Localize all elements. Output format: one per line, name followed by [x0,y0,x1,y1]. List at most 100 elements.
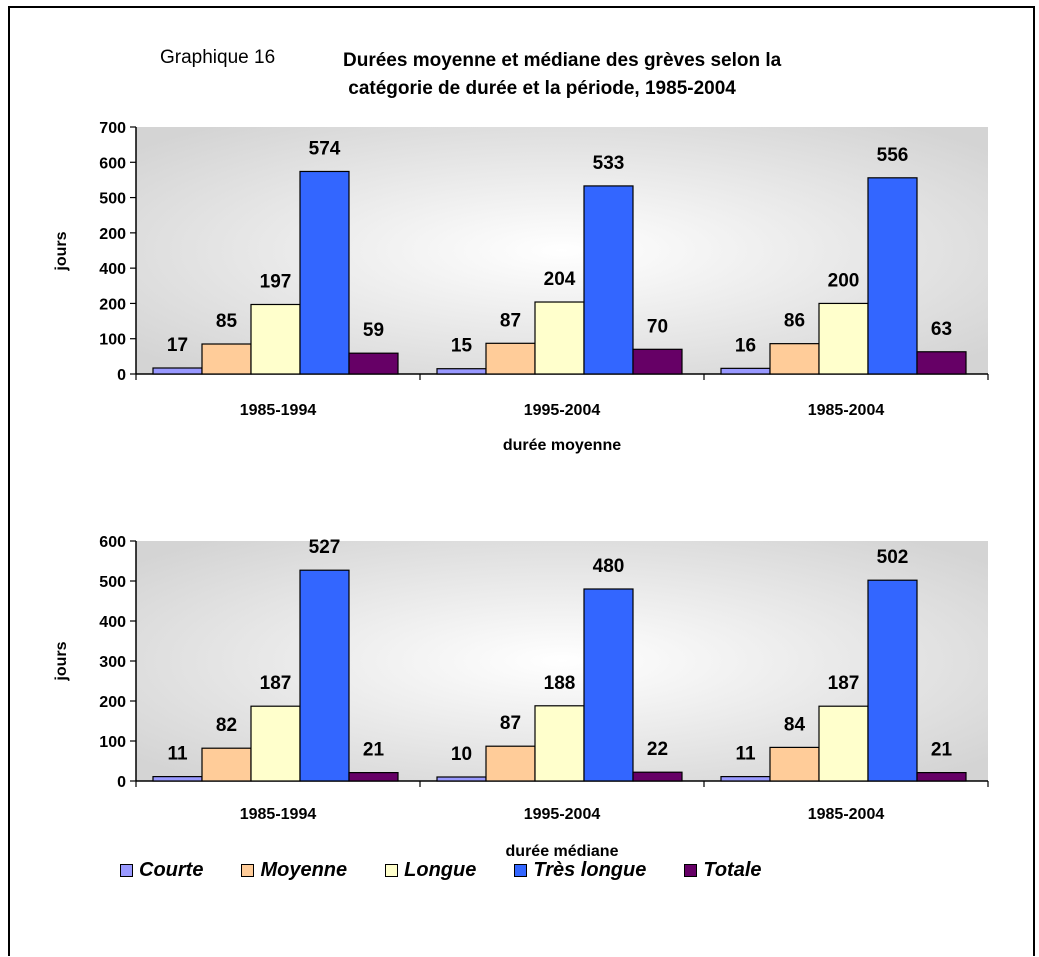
chart-duree-moyenne: 0 100 200 400 200 500 600 700 17 85 197 574 59 1985-1… [53,120,989,454]
legend-swatch [241,863,255,877]
x-category-label: 1995-2004 [524,402,601,419]
bar-moyenne [201,343,252,375]
figure-frame [8,6,1035,956]
bar-moyenne [769,746,820,782]
data-label: 82 [216,715,237,736]
legend: Courte Moyenne Longue Très longue Totale [120,855,800,885]
data-label: 556 [877,145,909,166]
data-label: 10 [451,744,472,765]
y-tick-label: 0 [117,367,126,384]
y-tick-label: 100 [99,332,126,349]
bar-totale [632,348,683,375]
bar-tr-s-longue [867,177,918,375]
bar-longue [818,302,869,375]
bar-tr-s-longue [583,588,634,782]
bar-moyenne [769,343,820,375]
x-category-label: 1985-1994 [240,402,317,419]
bar-moyenne [485,745,536,782]
data-label: 204 [544,269,576,290]
data-label: 87 [500,310,521,331]
legend-item: Très longue [514,859,646,882]
bar-totale [916,351,967,375]
x-category-label: 1985-2004 [808,402,885,419]
legend-swatch [385,863,399,877]
y-tick-label: 500 [99,191,126,208]
bar-tr-s-longue [867,579,918,782]
data-label: 527 [309,537,341,558]
data-label: 63 [931,319,952,340]
bar-courte [152,775,203,782]
legend-label: Très longue [533,858,647,881]
data-label: 502 [877,547,909,568]
figure-number: Graphique 16 [160,47,276,68]
legend-swatch [514,863,528,877]
legend-label: Courte [139,858,204,881]
y-axis-title: jours [53,231,70,271]
bar-tr-s-longue [299,170,350,375]
bar-tr-s-longue [583,185,634,375]
bar-moyenne [485,342,536,375]
data-label: 86 [784,311,805,332]
bar-courte [152,367,203,375]
y-tick-label: 400 [99,261,126,278]
data-label: 11 [735,744,756,765]
y-tick-label: 0 [117,774,126,791]
x-category-label: 1985-1994 [240,806,317,823]
data-label: 188 [544,673,576,694]
legend-item: Moyenne [241,859,347,882]
data-label: 197 [260,271,292,292]
bar-longue [534,705,585,782]
y-tick-label: 200 [99,296,126,313]
data-label: 21 [363,740,385,761]
x-category-label: 1995-2004 [524,806,601,823]
x-axis-title: durée moyenne [503,437,621,454]
bar-totale [632,771,683,782]
y-tick-label: 500 [99,574,126,591]
y-tick-label: 600 [99,534,126,551]
y-tick-label: 300 [99,654,126,671]
bar-longue [534,301,585,375]
legend-swatch [120,863,133,877]
data-label: 574 [309,138,341,159]
y-tick-label: 600 [99,155,126,172]
legend-label: Longue [404,858,477,881]
bar-moyenne [201,747,252,782]
bar-totale [348,771,399,782]
bar-courte [436,368,487,375]
legend-label: Totale [703,858,762,881]
bar-longue [818,705,869,782]
data-label: 85 [216,311,238,332]
chart-duree-mediane: 0 100 200 300 400 500 600 11 82 187 527 21 1985-1994… [53,534,989,860]
y-tick-label: 400 [99,614,126,631]
y-axis-title: jours [53,641,70,681]
data-label: 22 [647,739,668,760]
data-label: 59 [363,320,384,341]
data-label: 21 [931,740,953,761]
bar-courte [720,775,771,782]
legend-label: Moyenne [260,858,348,881]
bar-courte [720,367,771,375]
x-axis-title: durée médiane [506,843,619,860]
bar-longue [250,705,301,782]
legend-item: Totale [684,858,762,882]
data-label: 11 [167,744,188,765]
chart-title: Durées moyenne et médiane des grèves sel… [343,50,782,99]
legend-item: Longue [385,859,476,882]
bar-longue [250,303,301,375]
data-label: 87 [500,713,521,734]
legend-swatch [684,863,698,877]
data-label: 16 [735,335,756,356]
bar-tr-s-longue [299,569,350,782]
bar-courte [436,776,487,782]
x-category-label: 1985-2004 [808,806,885,823]
data-label: 187 [260,673,292,694]
data-label: 84 [784,714,806,735]
data-label: 17 [167,335,188,356]
y-tick-label: 100 [99,734,126,751]
data-label: 533 [593,153,625,174]
bar-totale [916,771,967,782]
legend-item: Courte [120,859,203,882]
y-tick-label: 700 [99,120,126,137]
data-label: 15 [451,336,473,357]
